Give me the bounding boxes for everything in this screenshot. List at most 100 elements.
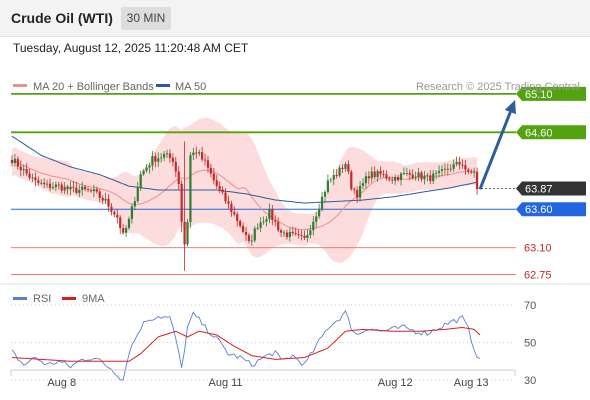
candle bbox=[285, 232, 289, 238]
candle bbox=[46, 183, 49, 185]
candle bbox=[244, 231, 248, 236]
candle bbox=[186, 222, 189, 245]
x-tick-label: Aug 12 bbox=[378, 377, 413, 389]
candle bbox=[201, 152, 204, 160]
candle bbox=[206, 160, 210, 168]
candle bbox=[86, 189, 90, 191]
candle bbox=[230, 203, 233, 213]
candle bbox=[332, 175, 335, 180]
candle bbox=[385, 174, 388, 179]
level-label-63.10: 63.10 bbox=[524, 243, 552, 255]
candle bbox=[464, 165, 467, 170]
legend-swatch-rsi bbox=[13, 297, 27, 300]
candle bbox=[10, 159, 14, 164]
candle bbox=[446, 168, 449, 170]
candle bbox=[277, 221, 280, 231]
candle bbox=[344, 164, 347, 169]
candle bbox=[195, 152, 198, 154]
candle bbox=[326, 180, 329, 193]
level-tag-63.87 bbox=[516, 181, 586, 196]
candle bbox=[69, 186, 72, 190]
candle bbox=[300, 235, 303, 237]
candle bbox=[72, 186, 75, 188]
legend-swatch-ma20 bbox=[13, 84, 27, 87]
legend-label-9ma: 9MA bbox=[82, 293, 105, 305]
candle bbox=[54, 184, 57, 188]
candle bbox=[423, 176, 426, 180]
candle bbox=[338, 167, 341, 176]
rsi-tick-30: 30 bbox=[524, 375, 536, 387]
candle bbox=[402, 173, 406, 174]
candle bbox=[154, 156, 157, 162]
candle bbox=[297, 234, 300, 236]
x-axis: Aug 8 Aug 11 Aug 12 Aug 13 bbox=[10, 369, 516, 389]
candle bbox=[470, 171, 473, 173]
candle bbox=[256, 227, 259, 229]
candle bbox=[116, 214, 119, 218]
candle bbox=[329, 179, 332, 181]
candle bbox=[364, 176, 368, 184]
candle bbox=[280, 230, 283, 233]
level-labels: 65.10 64.60 63.87 63.60 63.10 62.75 bbox=[516, 86, 586, 282]
candle bbox=[13, 158, 17, 164]
candle bbox=[259, 222, 262, 228]
candle bbox=[165, 153, 169, 155]
candle bbox=[136, 187, 139, 202]
candle bbox=[189, 155, 192, 223]
candle bbox=[458, 162, 461, 165]
rsi-ma-line bbox=[11, 326, 481, 362]
candle bbox=[78, 189, 81, 193]
candle bbox=[303, 235, 306, 238]
level-label-63.60: 63.60 bbox=[525, 204, 553, 216]
candle bbox=[163, 154, 166, 158]
candle bbox=[350, 171, 353, 190]
candle bbox=[241, 225, 245, 232]
candle bbox=[130, 206, 134, 220]
candle bbox=[57, 184, 60, 186]
candle bbox=[405, 172, 408, 174]
candle bbox=[437, 170, 441, 173]
candle bbox=[455, 162, 458, 165]
candle bbox=[315, 216, 318, 222]
candle bbox=[218, 186, 221, 190]
candle bbox=[145, 167, 148, 171]
candle bbox=[449, 168, 452, 170]
candle bbox=[124, 228, 128, 233]
candle bbox=[16, 158, 19, 167]
ma20-line bbox=[11, 160, 478, 231]
candle bbox=[31, 177, 34, 179]
candle bbox=[382, 174, 385, 176]
candle bbox=[247, 235, 251, 241]
level-lines bbox=[11, 92, 516, 276]
candle bbox=[271, 209, 274, 221]
candle bbox=[268, 209, 271, 220]
candle bbox=[394, 177, 397, 181]
level-label-64.60: 64.60 bbox=[525, 127, 553, 139]
candle bbox=[180, 183, 183, 222]
candle bbox=[367, 176, 370, 179]
candle bbox=[388, 178, 391, 180]
candle bbox=[37, 180, 40, 183]
candle bbox=[408, 172, 411, 175]
level-tag-64.60 bbox=[516, 125, 586, 140]
candle bbox=[101, 197, 104, 201]
legend-swatch-9ma bbox=[62, 297, 76, 300]
candle bbox=[341, 167, 344, 169]
candle bbox=[373, 171, 376, 178]
forecast-arrow-head bbox=[504, 100, 516, 115]
candle bbox=[51, 187, 55, 189]
candle bbox=[212, 173, 215, 181]
candle bbox=[312, 221, 315, 231]
candle bbox=[171, 157, 174, 162]
candle bbox=[347, 164, 350, 172]
candle bbox=[84, 186, 87, 190]
timeframe-badge[interactable]: 30 MIN bbox=[121, 7, 171, 30]
legend-label-ma50: MA 50 bbox=[175, 81, 206, 93]
candle bbox=[294, 233, 297, 235]
candle bbox=[467, 169, 470, 172]
candle bbox=[198, 152, 201, 154]
candle bbox=[376, 171, 379, 178]
candle bbox=[236, 214, 239, 221]
candle bbox=[239, 220, 242, 226]
rsi-line bbox=[11, 309, 481, 381]
